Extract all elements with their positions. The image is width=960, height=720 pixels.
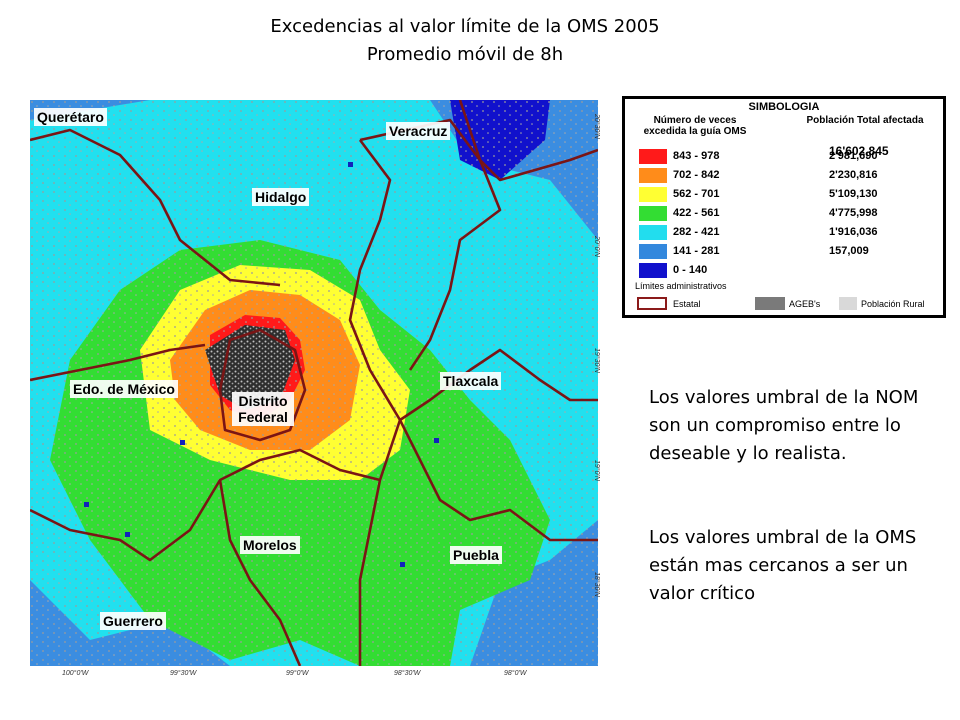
lon-tick: 99°0'W bbox=[286, 670, 309, 677]
map-legend: SIMBOLOGIA Número de veces excedida la g… bbox=[622, 96, 946, 318]
lat-tick: 19°0'N bbox=[593, 460, 600, 481]
legend-swatch bbox=[639, 149, 667, 164]
state-label-morelos: Morelos bbox=[240, 536, 300, 554]
legend-population: 157,009 bbox=[829, 245, 869, 257]
legend-estatal-label: Estatal bbox=[673, 299, 701, 309]
state-label-veracruz: Veracruz bbox=[386, 122, 451, 140]
legend-rural-label: Población Rural bbox=[861, 299, 925, 309]
state-boundaries bbox=[30, 100, 598, 666]
monitoring-markers bbox=[84, 162, 439, 567]
legend-population: 5'109,130 bbox=[829, 188, 878, 200]
state-label-guerrero: Guerrero bbox=[100, 612, 166, 630]
legend-range: 843 - 978 bbox=[673, 150, 720, 162]
legend-col1-header: Número de veces excedida la guía OMS bbox=[643, 115, 747, 137]
state-label-edo-mexico: Edo. de México bbox=[70, 380, 178, 398]
legend-range: 141 - 281 bbox=[673, 245, 720, 257]
legend-population: 2'981,690 bbox=[829, 150, 878, 162]
legend-estatal-swatch bbox=[637, 297, 667, 310]
lon-tick: 100°0'W bbox=[62, 670, 89, 677]
lon-tick: 98°0'W bbox=[504, 670, 527, 677]
legend-range: 0 - 140 bbox=[673, 264, 708, 276]
latitude-scale: 20°30'N 20°0'N 19°30'N 19°0'N 18°30'N bbox=[593, 100, 616, 666]
legend-row: 843 - 978 2'981,690 bbox=[639, 149, 929, 166]
legend-row: 422 - 561 4'775,998 bbox=[639, 206, 929, 223]
legend-col2-header: Población Total afectada bbox=[806, 115, 924, 126]
legend-population: 2'230,816 bbox=[829, 169, 878, 181]
paragraph-oms: Los valores umbral de la OMS están mas c… bbox=[649, 527, 917, 604]
legend-range: 702 - 842 bbox=[673, 169, 720, 181]
legend-range: 422 - 561 bbox=[673, 207, 720, 219]
page-subtitle: Promedio móvil de 8h bbox=[366, 44, 564, 65]
state-label-distrito-federal: Distrito Federal bbox=[232, 392, 294, 426]
lat-tick: 18°30'N bbox=[593, 572, 600, 597]
legend-population: 1'916,036 bbox=[829, 226, 878, 238]
longitude-scale: 100°0'W 99°30'W 99°0'W 98°30'W 98°0'W bbox=[30, 666, 616, 686]
legend-population: 4'775,998 bbox=[829, 207, 878, 219]
state-label-hidalgo: Hidalgo bbox=[252, 188, 310, 206]
legend-swatch bbox=[639, 244, 667, 259]
paragraph-nom: Los valores umbral de la NOM son un comp… bbox=[649, 387, 919, 464]
page-title: Excedencias al valor límite de la OMS 20… bbox=[270, 16, 660, 37]
legend-swatch bbox=[639, 206, 667, 221]
legend-ageb-label: AGEB's bbox=[789, 299, 821, 309]
exceedance-map: Querétaro Veracruz Hidalgo Edo. de Méxic… bbox=[30, 100, 598, 666]
lat-tick: 20°0'N bbox=[593, 236, 600, 257]
lon-tick: 98°30'W bbox=[394, 670, 421, 677]
state-label-queretaro: Querétaro bbox=[34, 108, 107, 126]
state-label-tlaxcala: Tlaxcala bbox=[440, 372, 502, 390]
lon-tick: 99°30'W bbox=[170, 670, 197, 677]
legend-row: 0 - 140 bbox=[639, 263, 929, 280]
legend-row: 282 - 421 1'916,036 bbox=[639, 225, 929, 242]
legend-range: 562 - 701 bbox=[673, 188, 720, 200]
legend-row: 141 - 281 157,009 bbox=[639, 244, 929, 261]
legend-total-population: 16'602,845 bbox=[829, 144, 889, 158]
legend-row: 562 - 701 5'109,130 bbox=[639, 187, 929, 204]
legend-swatch bbox=[639, 263, 667, 278]
legend-title: SIMBOLOGIA bbox=[748, 101, 820, 113]
legend-row: 702 - 842 2'230,816 bbox=[639, 168, 929, 185]
state-label-puebla: Puebla bbox=[450, 546, 502, 564]
legend-range: 282 - 421 bbox=[673, 226, 720, 238]
legend-ageb-swatch bbox=[755, 297, 785, 310]
lat-tick: 19°30'N bbox=[593, 348, 600, 373]
legend-swatch bbox=[639, 225, 667, 240]
legend-swatch bbox=[639, 187, 667, 202]
legend-swatch bbox=[639, 168, 667, 183]
legend-rural-swatch bbox=[839, 297, 857, 310]
lat-tick: 20°30'N bbox=[593, 114, 600, 139]
legend-admin-title: Límites administrativos bbox=[635, 281, 727, 291]
